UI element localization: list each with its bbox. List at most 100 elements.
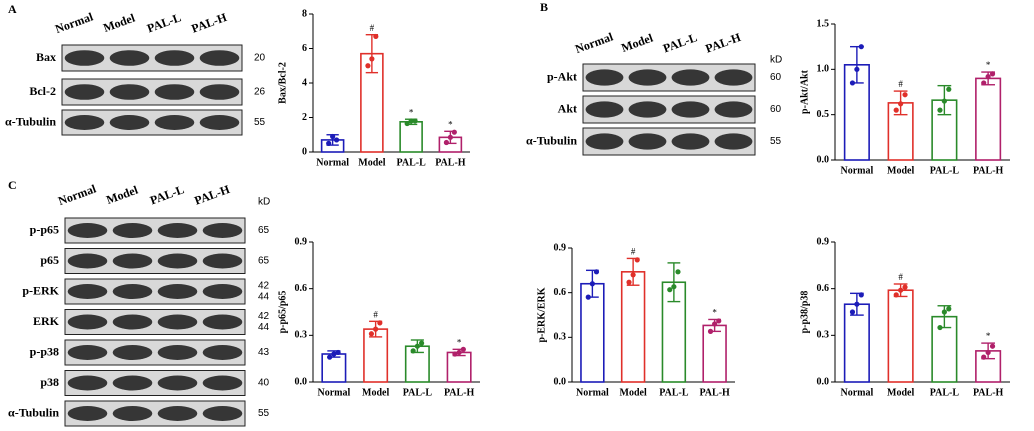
y-tick-label: 4 xyxy=(302,77,307,88)
data-point xyxy=(460,346,466,352)
blot-band xyxy=(157,253,198,269)
y-tick-label: 0.3 xyxy=(817,330,830,341)
blot-band xyxy=(112,406,153,421)
data-point xyxy=(404,120,410,127)
row-label: p65 xyxy=(40,253,59,267)
blot-band xyxy=(112,223,153,238)
bar xyxy=(887,289,914,383)
data-point xyxy=(937,324,943,331)
kd-value: 60 xyxy=(770,72,782,83)
data-point xyxy=(414,343,420,349)
data-point xyxy=(585,294,591,300)
blot-band xyxy=(67,406,108,421)
data-point xyxy=(412,118,418,124)
bar xyxy=(702,324,727,383)
significance-mark: # xyxy=(898,79,903,89)
blot-band xyxy=(109,115,150,130)
data-point xyxy=(335,349,341,356)
lane-label: Model xyxy=(619,30,655,55)
y-tick-label: 8 xyxy=(302,8,307,19)
y-tick-label: 0.9 xyxy=(554,242,567,253)
blot-band xyxy=(157,314,198,330)
blot-band xyxy=(157,345,198,360)
data-point xyxy=(326,140,332,146)
y-tick-label: 2 xyxy=(302,112,307,123)
blot-band xyxy=(112,314,153,330)
row-label: α-Tubulin xyxy=(526,133,577,147)
lane-label: Model xyxy=(104,182,140,207)
x-tick-label: PAL-L xyxy=(930,165,960,176)
blot-band xyxy=(67,314,108,330)
data-point xyxy=(854,66,860,72)
blot-band xyxy=(202,314,243,330)
row-label: Akt xyxy=(558,101,577,115)
blot-band xyxy=(199,84,240,100)
x-tick-label: PAL-H xyxy=(699,387,730,398)
lane-label: Normal xyxy=(56,181,98,208)
data-point xyxy=(849,80,856,86)
data-point xyxy=(946,86,952,92)
blot-band xyxy=(202,253,243,269)
significance-mark: * xyxy=(986,331,991,341)
blot-band xyxy=(585,69,624,86)
kd-value: 42 xyxy=(258,281,270,292)
x-tick-label: PAL-L xyxy=(930,387,960,398)
bar xyxy=(975,77,1002,161)
x-tick-label: Model xyxy=(362,387,389,398)
blot-band xyxy=(112,284,153,299)
x-tick-label: PAL-H xyxy=(435,157,466,168)
data-point xyxy=(946,306,952,312)
lane-label: PAL-H xyxy=(190,10,230,36)
data-point xyxy=(716,318,722,324)
blot-band xyxy=(112,375,153,391)
y-tick-label: 1.5 xyxy=(817,18,830,29)
y-tick-label: 0.5 xyxy=(817,109,830,120)
data-point xyxy=(898,101,904,107)
lane-label: Normal xyxy=(573,29,615,56)
significance-mark: * xyxy=(986,60,991,70)
significance-mark: * xyxy=(712,308,717,318)
row-label: α-Tubulin xyxy=(8,405,59,419)
blot-band xyxy=(202,345,243,360)
data-point xyxy=(849,309,856,315)
data-point xyxy=(989,71,996,77)
bar xyxy=(399,121,423,153)
blot-band xyxy=(585,101,624,118)
blot-band xyxy=(628,69,667,86)
kd-value: 40 xyxy=(258,378,270,389)
kd-value: 65 xyxy=(258,225,270,236)
y-axis-label: p-p65/p65 xyxy=(277,291,288,334)
y-tick-label: 6 xyxy=(302,43,307,54)
panel-letter: A xyxy=(8,2,17,16)
blot-band xyxy=(199,115,240,130)
blot-band xyxy=(671,133,710,150)
blot-band xyxy=(64,84,105,100)
data-point xyxy=(589,281,595,287)
y-tick-label: 0.3 xyxy=(554,332,567,343)
x-tick-label: Normal xyxy=(576,387,609,398)
y-tick-label: 0.6 xyxy=(295,283,308,294)
bar xyxy=(321,353,347,383)
lane-label: PAL-L xyxy=(661,30,699,55)
data-point xyxy=(985,73,991,80)
significance-mark: # xyxy=(631,246,636,256)
data-point xyxy=(447,134,453,140)
y-axis-label: p-ERK/ERK xyxy=(536,287,547,342)
data-point xyxy=(902,92,908,98)
x-tick-label: PAL-H xyxy=(973,387,1004,398)
kd-value: 43 xyxy=(258,347,270,358)
data-point xyxy=(456,349,462,356)
data-point xyxy=(369,56,375,62)
data-point xyxy=(410,348,416,354)
blot-band xyxy=(157,375,198,391)
data-point xyxy=(634,257,640,263)
data-point xyxy=(368,331,375,337)
y-tick-label: 0 xyxy=(302,146,307,157)
kd-value: 42 xyxy=(258,311,270,322)
blot-band xyxy=(714,101,753,118)
significance-mark: # xyxy=(373,309,378,319)
blot-band xyxy=(628,101,667,118)
y-tick-label: 0.6 xyxy=(554,287,567,298)
x-tick-label: Normal xyxy=(840,165,873,176)
data-point xyxy=(898,287,904,293)
